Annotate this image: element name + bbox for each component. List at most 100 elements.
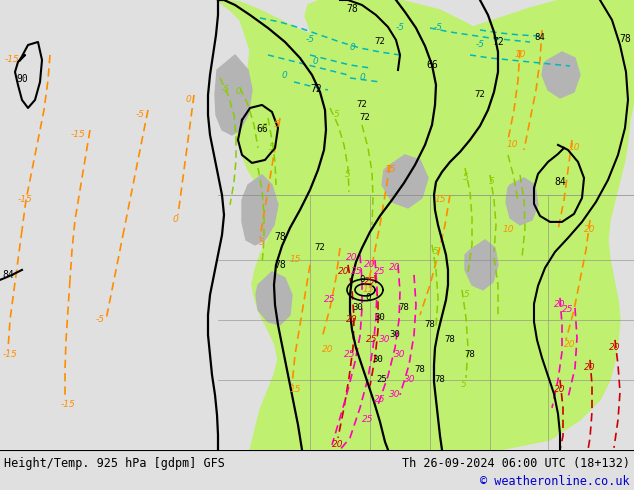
Text: 78: 78 [399,303,410,313]
Text: 78: 78 [274,260,286,270]
Text: 10: 10 [502,225,514,234]
Text: 0: 0 [235,87,241,97]
Text: 0: 0 [349,44,355,52]
Text: 5: 5 [345,171,351,179]
Text: 78: 78 [465,350,476,359]
Polygon shape [382,155,428,208]
Polygon shape [256,272,292,325]
Text: 84: 84 [534,33,545,43]
Text: 30: 30 [353,303,363,313]
Text: 15: 15 [384,166,396,174]
Text: 0: 0 [312,57,318,67]
Text: -5: -5 [476,41,484,49]
Text: -15: -15 [61,400,75,409]
Text: 30: 30 [389,391,401,399]
Text: 20: 20 [365,260,376,270]
Text: 0: 0 [281,72,287,80]
Text: 25: 25 [377,375,387,384]
Text: 20: 20 [564,341,576,349]
Text: -5: -5 [396,24,404,32]
Text: 20: 20 [554,385,566,394]
Text: 78: 78 [415,366,425,374]
Text: 72: 72 [310,84,322,94]
Text: 78: 78 [425,320,436,329]
Text: 20: 20 [585,225,596,234]
Text: 25: 25 [351,268,363,276]
Text: -5: -5 [96,316,105,324]
Text: 0: 0 [365,294,371,302]
Text: 20: 20 [332,441,344,449]
Text: 84: 84 [554,177,566,187]
Text: 72: 72 [314,244,325,252]
Text: 72: 72 [492,37,504,47]
Text: 20: 20 [389,264,401,272]
Text: 10: 10 [507,141,518,149]
Text: 30: 30 [390,330,401,340]
Text: 5: 5 [269,144,275,152]
Text: 20: 20 [609,343,621,352]
Text: 30: 30 [404,375,416,384]
Text: 30: 30 [379,335,391,344]
Polygon shape [292,0,495,450]
Text: 20: 20 [346,316,358,324]
Text: 5: 5 [259,239,265,247]
Text: 0: 0 [185,96,191,104]
Polygon shape [465,240,498,290]
Text: -15: -15 [3,350,17,359]
Text: 90: 90 [16,74,28,84]
Text: 5: 5 [489,177,495,186]
Text: -5: -5 [136,110,145,120]
Text: 30: 30 [394,350,406,359]
Text: -15: -15 [70,130,86,140]
Text: 5: 5 [334,110,340,120]
Text: 72: 72 [356,100,367,109]
Text: 25: 25 [362,416,374,424]
Text: 15: 15 [362,285,374,294]
Text: 78: 78 [619,34,631,44]
Text: 15: 15 [289,385,301,394]
Text: 15: 15 [289,255,301,265]
Text: 0: 0 [172,216,178,224]
Text: 20: 20 [346,253,358,263]
Text: 25: 25 [374,268,385,276]
Polygon shape [542,52,580,98]
Text: 5: 5 [461,380,467,390]
Text: 72: 72 [359,114,370,122]
Polygon shape [217,0,634,450]
Text: 78: 78 [444,335,455,344]
Text: 66: 66 [256,124,268,134]
Text: 10: 10 [514,50,526,59]
Text: 0: 0 [359,74,365,82]
Text: 30: 30 [373,355,384,365]
Text: 78: 78 [435,375,445,384]
Text: 78: 78 [346,4,358,14]
Polygon shape [506,178,538,225]
Text: 20: 20 [554,300,566,309]
Text: 25: 25 [562,305,574,315]
Text: 25: 25 [365,277,376,286]
Text: Th 26-09-2024 06:00 UTC (18+132): Th 26-09-2024 06:00 UTC (18+132) [402,457,630,470]
Text: © weatheronline.co.uk: © weatheronline.co.uk [481,475,630,489]
Polygon shape [215,55,252,135]
Text: -15: -15 [4,55,20,65]
Text: -5: -5 [434,24,443,32]
Text: -5: -5 [221,85,230,95]
Text: 5: 5 [433,247,439,256]
Text: 5: 5 [274,121,280,129]
Text: 10: 10 [568,144,579,152]
Text: Height/Temp. 925 hPa [gdpm] GFS: Height/Temp. 925 hPa [gdpm] GFS [4,457,225,470]
Text: 25: 25 [324,295,336,304]
Text: 84: 84 [2,270,14,280]
Text: 20: 20 [322,345,333,354]
Text: -15: -15 [18,196,32,204]
Text: 66: 66 [426,60,438,70]
Text: 25: 25 [366,335,378,344]
Text: 20: 20 [339,268,350,276]
Polygon shape [242,175,278,245]
Text: 20: 20 [585,364,596,372]
Text: 25: 25 [344,350,356,359]
Text: 5: 5 [464,291,470,299]
Text: 15: 15 [434,196,446,204]
Text: 78: 78 [274,232,286,242]
Text: 72: 72 [475,91,486,99]
